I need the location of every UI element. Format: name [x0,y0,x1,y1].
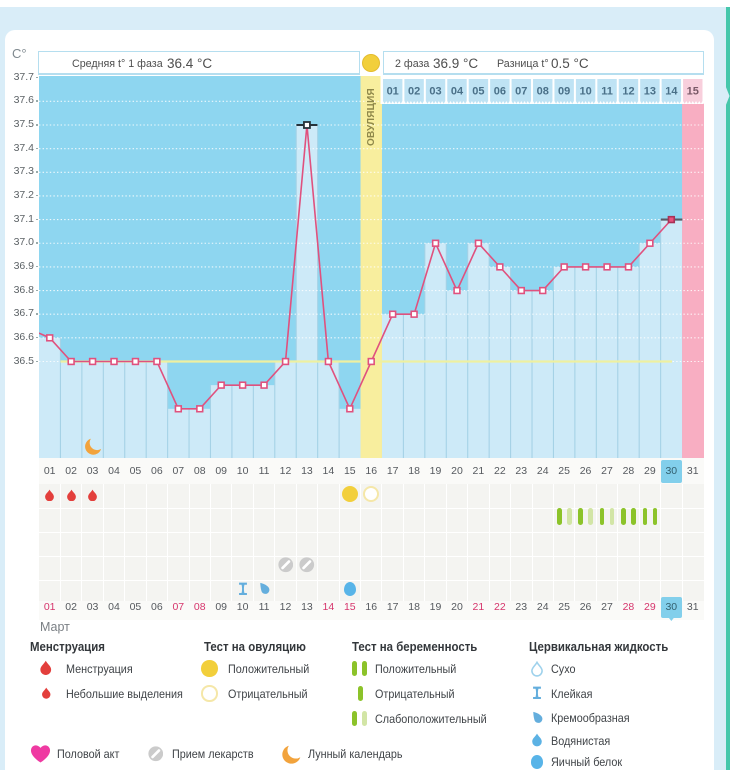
svg-text:12: 12 [622,85,634,97]
svg-text:07: 07 [515,85,527,97]
svg-text:08: 08 [537,85,549,97]
svg-text:03: 03 [429,85,441,97]
svg-text:09: 09 [558,85,570,97]
svg-text:01: 01 [387,85,399,97]
svg-text:06: 06 [494,85,506,97]
svg-text:15: 15 [687,85,699,97]
svg-text:10: 10 [579,85,591,97]
svg-text:04: 04 [451,85,464,97]
svg-text:05: 05 [472,85,484,97]
svg-text:11: 11 [601,85,613,97]
svg-text:14: 14 [665,85,678,97]
svg-text:02: 02 [408,85,420,97]
svg-text:13: 13 [644,85,656,97]
